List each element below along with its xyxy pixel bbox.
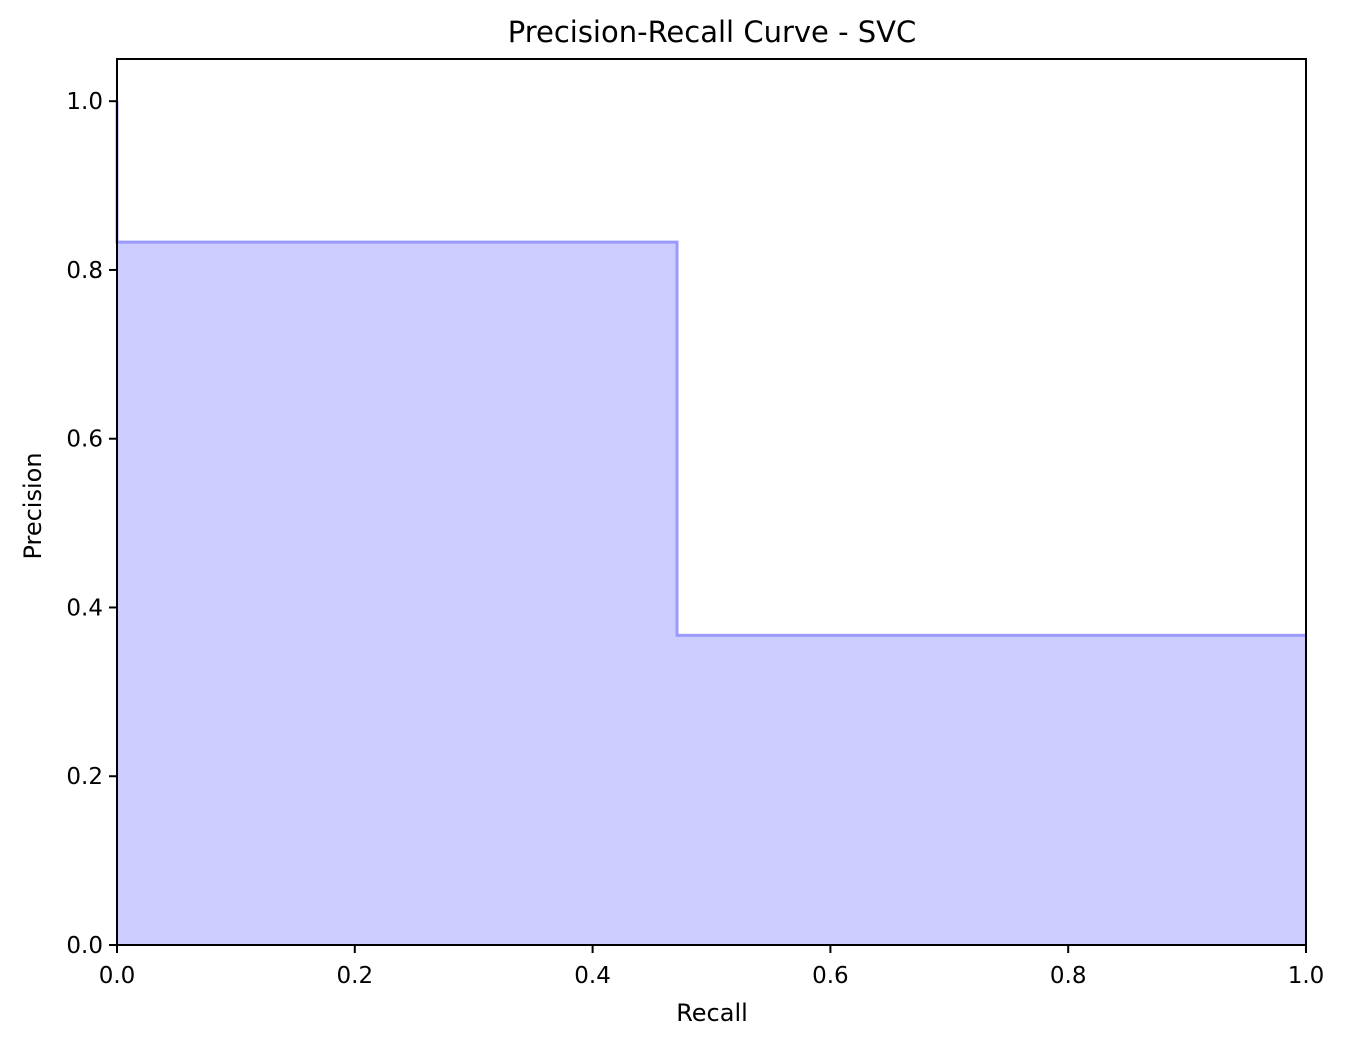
x-tick-label: 0.0 <box>99 963 136 989</box>
x-tick-label: 1.0 <box>1288 963 1325 989</box>
pr-area-fill <box>117 101 1306 945</box>
plot-area <box>115 101 1306 945</box>
chart-title: Precision-Recall Curve - SVC <box>508 15 917 49</box>
y-axis-label: Precision <box>19 452 47 559</box>
x-tick-label: 0.6 <box>812 963 849 989</box>
axes-frame <box>116 58 1307 946</box>
y-tick-label: 0.0 <box>66 933 103 959</box>
x-tick-label: 0.2 <box>337 963 374 989</box>
x-axis: 0.0 0.2 0.4 0.6 0.8 1.0 <box>99 945 1325 989</box>
y-axis: 0.0 0.2 0.4 0.6 0.8 1.0 <box>66 89 117 959</box>
y-tick-label: 0.4 <box>66 595 103 621</box>
y-tick-label: 0.2 <box>66 764 103 790</box>
x-axis-label: Recall <box>676 999 748 1027</box>
x-tick-label: 0.8 <box>1050 963 1087 989</box>
y-tick-label: 1.0 <box>66 89 103 115</box>
y-tick-label: 0.8 <box>66 258 103 284</box>
y-tick-label: 0.6 <box>66 427 103 453</box>
x-tick-label: 0.4 <box>574 963 611 989</box>
